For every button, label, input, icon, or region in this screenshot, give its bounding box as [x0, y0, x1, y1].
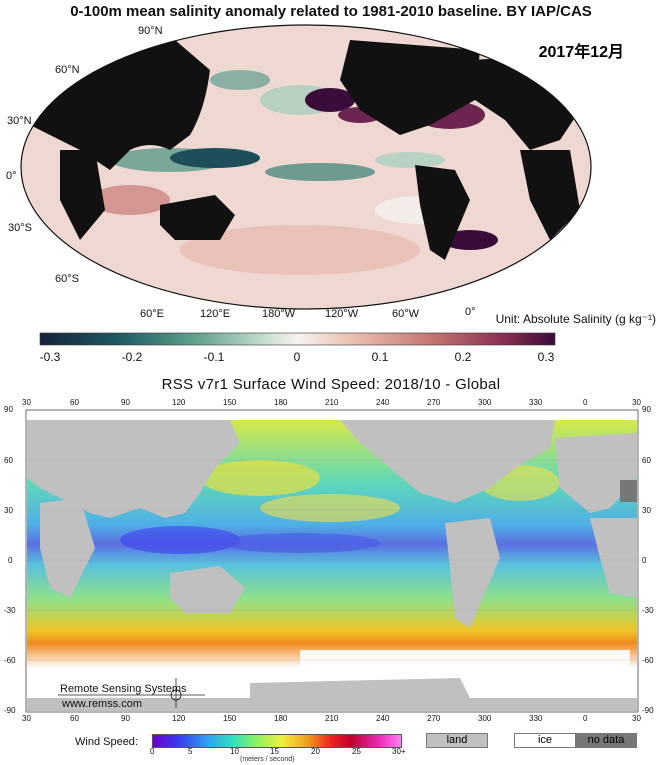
legend-ice: ice: [514, 733, 576, 748]
lon-tick: 0: [583, 398, 588, 407]
lat-tick: -60: [642, 656, 654, 665]
wind-title: RSS v7r1 Surface Wind Speed: 2018/10 - G…: [161, 376, 501, 393]
lon-tick: 30: [632, 398, 641, 407]
lon-tick: 60: [70, 398, 79, 407]
lon-tick: 240: [376, 714, 390, 723]
lat-tick: 30: [4, 506, 13, 515]
cbar-tick: 0.1: [371, 350, 389, 364]
lon-tick: 90: [121, 714, 130, 723]
lat-tick: -30: [642, 606, 654, 615]
lon-tick: 60: [70, 714, 79, 723]
lat-tick: 60: [642, 456, 651, 465]
lon-label-60e: 60°E: [140, 308, 164, 320]
lon-tick: 150: [223, 398, 237, 407]
cbar-tick: -0.2: [121, 350, 143, 364]
wind-lat-ticks-left: 90 60 30 0 -30 -60 -90: [4, 405, 24, 725]
rss-logo-text: Remote Sensing Systems: [60, 683, 187, 695]
wind-speed-units: (meters / second): [240, 756, 295, 763]
cbar-tick: 0.2: [454, 350, 472, 364]
lat-tick: -60: [4, 656, 16, 665]
lat-label-0: 0°: [6, 170, 17, 182]
salinity-colorbar-ticks: -0.3 -0.2 -0.1 0 0.1 0.2 0.3: [0, 350, 662, 366]
wind-speed-colorbar: [152, 734, 402, 748]
wind-tick: 0: [150, 747, 155, 756]
wind-tick: 5: [188, 747, 193, 756]
salinity-map: [20, 24, 592, 346]
lon-tick: 30: [22, 714, 31, 723]
legend-no-data: no data: [575, 733, 637, 748]
cbar-tick: 0.3: [537, 350, 555, 364]
wind-speed-ticks: 0 5 10 15 20 25 30+: [0, 747, 662, 757]
lat-tick: -90: [4, 706, 16, 715]
salinity-title: 0-100m mean salinity anomaly related to …: [70, 3, 592, 20]
lon-tick: 150: [223, 714, 237, 723]
lat-tick: 0: [642, 556, 647, 565]
lon-tick: 330: [529, 714, 543, 723]
lat-tick: 90: [642, 405, 651, 414]
wind-map: [25, 409, 639, 713]
lat-tick: 60: [4, 456, 13, 465]
salinity-colorbar: [39, 332, 556, 346]
wind-tick: 30+: [392, 747, 406, 756]
lat-tick: 30: [642, 506, 651, 515]
lon-label-120e: 120°E: [200, 308, 231, 320]
cbar-tick: -0.3: [39, 350, 61, 364]
salinity-date: 2017年12月: [538, 44, 624, 61]
lon-tick: 240: [376, 398, 390, 407]
wind-land: [27, 420, 637, 628]
lon-tick: 30: [632, 714, 641, 723]
wind-tick: 10: [230, 747, 239, 756]
rss-logo-url[interactable]: www.remss.com: [62, 698, 143, 710]
lat-tick: 0: [8, 556, 13, 565]
lon-tick: 120: [172, 714, 186, 723]
lon-tick: 90: [121, 398, 130, 407]
lon-tick: 210: [325, 714, 339, 723]
lon-tick: 270: [427, 398, 441, 407]
lon-tick: 30: [22, 398, 31, 407]
wind-tick: 25: [352, 747, 361, 756]
lon-tick: 180: [274, 714, 288, 723]
salinity-unit: Unit: Absolute Salinity (g kg⁻¹): [495, 312, 656, 326]
lon-tick: 300: [478, 398, 492, 407]
lon-label-60w: 60°W: [392, 308, 420, 320]
wind-lon-ticks-top: 30 60 90 120 150 180 210 240 270 300 330…: [0, 398, 662, 408]
lat-label-60s: 60°S: [55, 273, 79, 285]
lon-tick: 270: [427, 714, 441, 723]
wind-lat-ticks-right: 90 60 30 0 -30 -60 -90: [642, 405, 662, 725]
lon-tick: 300: [478, 714, 492, 723]
wind-lon-ticks-bottom: 30 60 90 120 150 180 210 240 270 300 330…: [0, 714, 662, 724]
lon-tick: 120: [172, 398, 186, 407]
lat-label-30n: 30°N: [7, 115, 32, 127]
lat-tick: -90: [642, 706, 654, 715]
cbar-tick: -0.1: [203, 350, 225, 364]
cbar-tick: 0: [293, 350, 301, 364]
lon-label-180w: 180°W: [262, 308, 296, 320]
lon-tick: 180: [274, 398, 288, 407]
lon-tick: 210: [325, 398, 339, 407]
legend-land: land: [426, 733, 488, 748]
lat-label-90n: 90°N: [138, 25, 163, 37]
wind-speed-legend-label: Wind Speed:: [75, 736, 138, 748]
ocean-field: [21, 25, 591, 309]
lon-label-120w: 120°W: [325, 308, 359, 320]
lon-tick: 0: [583, 714, 588, 723]
lat-tick: 90: [4, 405, 13, 414]
lon-label-0: 0°: [465, 306, 476, 318]
lat-tick: -30: [4, 606, 16, 615]
wind-tick: 20: [311, 747, 320, 756]
salinity-panel: 0-100m mean salinity anomaly related to …: [0, 0, 662, 367]
lat-label-60n: 60°N: [55, 64, 80, 76]
lon-tick: 330: [529, 398, 543, 407]
lat-label-30s: 30°S: [8, 222, 32, 234]
no-data-patch: [620, 480, 637, 502]
wind-tick: 15: [270, 747, 279, 756]
